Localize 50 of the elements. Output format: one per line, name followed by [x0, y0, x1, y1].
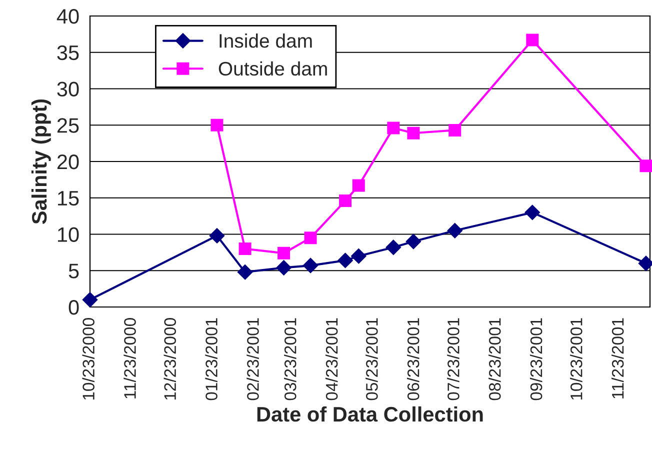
point	[351, 248, 366, 264]
point	[210, 118, 224, 132]
x-tick-label: 06/23/2001	[407, 318, 420, 400]
x-axis-title: Date of Data Collection	[257, 406, 483, 422]
x-tick-label: 04/23/2001	[325, 318, 338, 400]
point	[387, 122, 400, 134]
y-tick-label: 15	[58, 191, 79, 206]
x-tick-label: 12/23/2000	[164, 318, 176, 400]
point	[304, 232, 317, 244]
y-tick-label: 35	[57, 45, 79, 60]
point	[237, 264, 253, 280]
point	[526, 34, 539, 46]
point	[448, 124, 462, 136]
y-tick-label: 20	[57, 154, 79, 170]
x-tick-label: 11/23/2000	[124, 318, 136, 398]
x-tick-label: 07/23/2001	[447, 318, 460, 400]
point	[302, 258, 318, 274]
y-tick-label: 25	[57, 118, 79, 133]
x-tick-label: 03/23/2001	[284, 318, 296, 400]
point	[278, 246, 290, 260]
point	[339, 194, 352, 208]
x-tick-label: 08/23/2001	[488, 318, 501, 400]
point	[638, 256, 652, 271]
x-tick-label: 09/23/2001	[530, 318, 542, 400]
point	[238, 242, 252, 256]
y-tick-label: 5	[68, 264, 79, 278]
y-tick-label: 0	[68, 300, 79, 315]
legend-label: Outside dam	[218, 61, 327, 76]
point	[447, 223, 462, 238]
x-tick-label: 01/23/2001	[205, 318, 218, 400]
point	[640, 160, 652, 172]
y-tick-label: 30	[57, 82, 79, 97]
point	[338, 252, 353, 268]
x-tick-label: 10/23/2001	[570, 318, 582, 400]
point	[209, 228, 225, 244]
x-tick-label: 11/23/2001	[611, 318, 624, 398]
y-tick-label: 40	[56, 9, 79, 24]
point	[406, 234, 422, 250]
point	[407, 126, 420, 140]
x-tick-label: 10/23/2000	[82, 318, 94, 400]
point	[276, 260, 292, 276]
point	[352, 179, 365, 192]
x-tick-label: 05/23/2001	[366, 318, 378, 400]
y-tick-label: 10	[58, 227, 79, 242]
point	[386, 240, 401, 255]
legend-label: Inside dam	[220, 34, 312, 48]
point	[82, 292, 98, 308]
x-tick-label: 02/23/2001	[246, 318, 259, 400]
point	[524, 204, 540, 220]
y-axis-title: Salinity (ppt)	[31, 99, 51, 224]
